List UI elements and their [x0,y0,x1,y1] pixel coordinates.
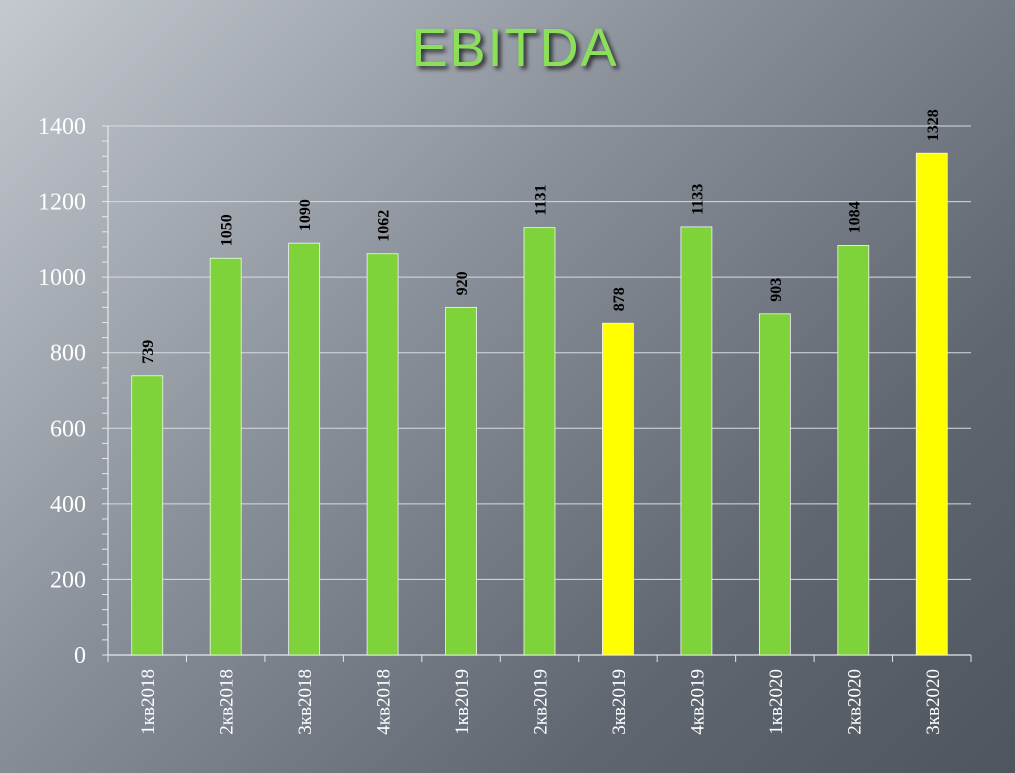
y-tick-label: 400 [50,492,86,518]
data-label: 1133 [689,184,706,215]
bars [131,152,948,656]
bar-1кв2019 [445,306,477,656]
data-labels: 739 1050 1090 1062 920 1131 878 1133 903 1084 1328 [140,109,942,364]
bar-4кв2018 [366,253,399,656]
bar-3кв2020 [915,152,948,656]
bar-1кв2018 [131,375,164,656]
data-label: 1084 [846,201,863,233]
x-tick-label: 3кв2020 [923,669,944,735]
y-tick-label: 600 [50,416,86,442]
bar-2кв2020 [837,245,870,656]
data-label: 903 [768,278,785,302]
data-label: 739 [140,340,157,364]
data-label: 920 [454,271,471,295]
data-label: 1131 [533,185,550,216]
data-label: 1090 [297,199,314,231]
y-tick-label: 1200 [38,190,86,216]
data-label: 1062 [376,210,393,242]
x-tick-label: 4кв2018 [374,669,395,735]
bar-3кв2018 [288,242,321,656]
y-tick-label: 1400 [38,114,86,140]
y-tick-label: 1000 [38,265,86,291]
bar-2кв2019 [523,227,556,656]
x-tick-label: 1кв2018 [138,669,159,735]
x-tick-label: 1кв2020 [766,669,787,735]
x-tick-label: 4кв2019 [687,669,708,735]
bar-4кв2019 [680,226,713,656]
bar-2кв2018 [209,257,242,656]
x-tick-label: 3кв2019 [609,669,630,735]
x-tick-label: 2кв2018 [217,669,238,735]
y-tick-label: 200 [50,567,86,593]
data-label: 1328 [925,109,942,141]
y-tick-label: 0 [74,643,86,669]
axes: 0 200 400 600 800 1000 1200 1400 1кв2018 2кв2018 3… [38,114,972,735]
data-label: 878 [611,287,628,311]
bar-3кв2019 [602,322,634,656]
x-tick-label: 1кв2019 [452,669,473,735]
bar-1кв2020 [758,313,791,656]
x-tick-label: 2кв2019 [531,669,552,735]
data-label: 1050 [219,214,236,246]
x-tick-label: 2кв2020 [844,669,865,735]
chart-title: EBITDA [411,18,618,78]
x-tick-label: 3кв2018 [295,669,316,735]
y-tick-label: 800 [50,341,86,367]
